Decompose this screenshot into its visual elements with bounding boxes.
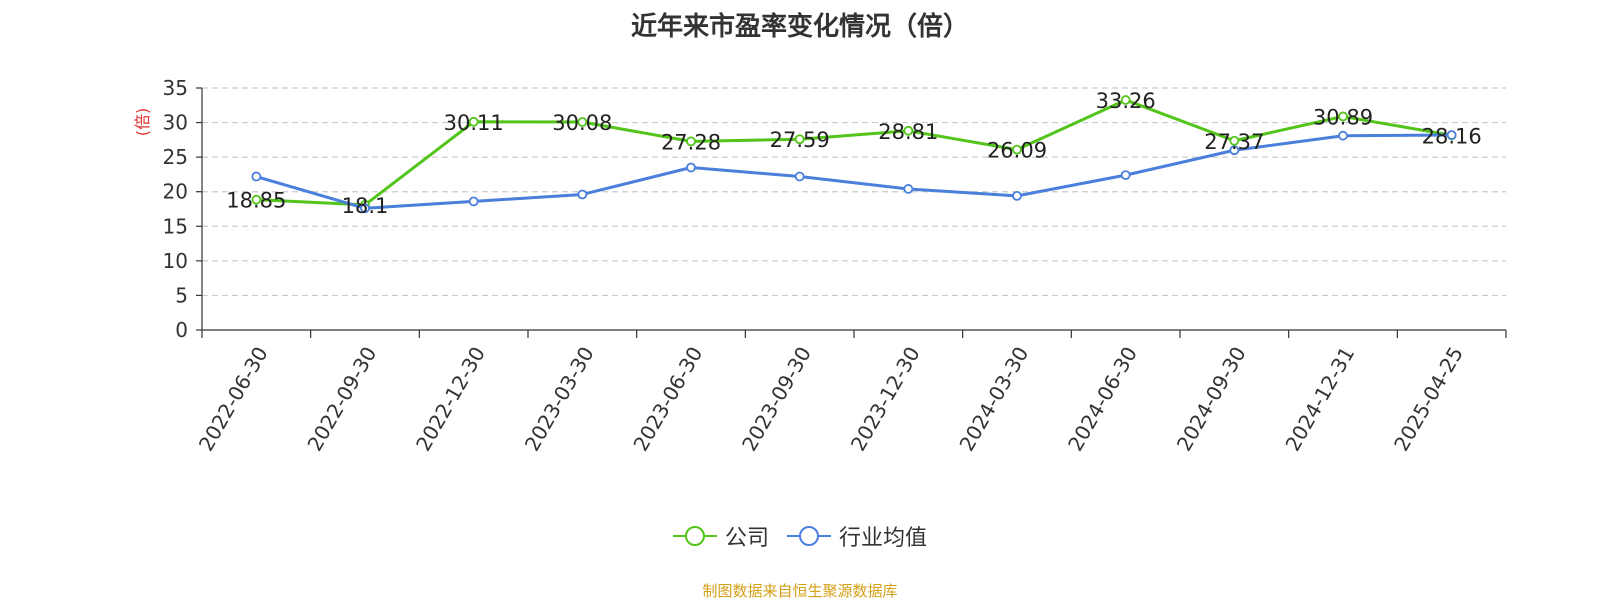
series-1-point-8 (1120, 170, 1131, 181)
chart-title: 近年来市盈率变化情况（倍） (630, 12, 969, 42)
data-label-0-9: 27.37 (1204, 130, 1264, 154)
x-tick-label-2023-12-30: 2023-12-30 (846, 342, 925, 455)
data-label-0-7: 26.09 (987, 139, 1047, 163)
data-label-0-8: 33.26 (1096, 89, 1156, 113)
data-label-0-6: 28.81 (878, 120, 938, 144)
y-axis-label: (倍) (133, 108, 152, 137)
series-0-point-4 (686, 136, 696, 147)
series-1-point-5 (794, 171, 805, 182)
x-tick-label-2023-06-30: 2023-06-30 (628, 343, 707, 456)
series-1-point-4 (686, 162, 696, 173)
series-0-point-7 (1012, 144, 1022, 155)
data-label-0-0: 18.85 (226, 189, 286, 213)
legend-label-company: 公司 (724, 526, 769, 551)
series-1-point-0 (251, 171, 262, 182)
series-0-point-0 (251, 194, 262, 205)
data-label-0-11: 28.16 (1422, 124, 1482, 148)
series-line-0 (256, 98, 1452, 207)
series-1-point-9 (1229, 145, 1240, 156)
data-label-0-2: 30.11 (444, 111, 504, 135)
x-tick-label-2024-06-30: 2024-06-30 (1063, 343, 1142, 456)
x-tick-label-2023-03-30: 2023-03-30 (520, 343, 599, 456)
series-0-point-3 (577, 117, 588, 127)
series-0-point-9 (1229, 135, 1240, 146)
data-labels: 18.85 18.1 30.11 30.08 27.28 27.59 28.81 26.09 3… (226, 89, 1481, 218)
axes: 0 5 10 15 20 25 30 35 2022-06-30 2022-09-30 2022-1… (163, 76, 1507, 456)
y-tick-label-35: 35 (163, 76, 188, 100)
series-0-point-8 (1120, 95, 1131, 105)
y-tick-label-5: 5 (175, 283, 188, 307)
data-label-0-4: 27.28 (661, 130, 721, 154)
series-line-1 (255, 133, 1452, 210)
x-tick-label-2022-12-30: 2022-12-30 (411, 342, 490, 455)
footer-source: 制图数据来自恒生聚源数据库 (702, 582, 898, 600)
x-tick-label-2022-06-30: 2022-06-30 (194, 343, 273, 456)
y-tick-label-25: 25 (163, 145, 188, 169)
series-0-point-10 (1338, 111, 1348, 122)
y-tick-label-10: 10 (163, 249, 188, 273)
data-label-0-10: 30.89 (1313, 105, 1373, 129)
legend-label-industry-average: 行业均值 (839, 526, 928, 551)
legend-item-industry-average[interactable]: 行业均值 (787, 520, 927, 552)
y-tick-label-30: 30 (163, 111, 188, 135)
x-tick-label-2024-12-31: 2024-12-31 (1280, 343, 1359, 456)
x-tick-label-2022-09-30: 2022-09-30 (302, 343, 381, 456)
y-tick-label-20: 20 (163, 180, 188, 204)
series-1-point-2 (468, 196, 479, 207)
x-tick-label-2024-03-30: 2024-03-30 (954, 343, 1033, 456)
data-label-0-5: 27.59 (770, 128, 830, 152)
series-1-point-6 (903, 184, 914, 194)
series-1-point-3 (577, 189, 588, 200)
series-1-point-10 (1338, 130, 1348, 141)
legend-marker-industry-average (787, 526, 831, 546)
data-label-0-1: 18.1 (342, 194, 389, 218)
series-1-point-11 (1446, 130, 1457, 140)
series-0-point-2 (468, 116, 479, 127)
grid-lines (202, 87, 1506, 297)
series-0-point-6 (903, 125, 914, 136)
legend-item-company[interactable]: 公司 (672, 520, 769, 552)
x-tick-label-2024-09-30: 2024-09-30 (1172, 343, 1251, 456)
x-tick-label-2023-09-30: 2023-09-30 (737, 343, 816, 456)
data-label-0-3: 30.08 (552, 111, 612, 135)
series-0-point-5 (794, 134, 805, 145)
y-tick-label-0: 0 (175, 318, 188, 342)
y-tick-label-15: 15 (163, 214, 188, 238)
series (251, 95, 1457, 214)
x-tick-label-2025-04-25: 2025-04-25 (1389, 343, 1468, 456)
series-1-point-1 (360, 203, 370, 214)
legend-marker-company (672, 526, 717, 546)
series-1-point-7 (1012, 190, 1022, 201)
legend: 公司 行业均值 (0, 520, 1600, 552)
